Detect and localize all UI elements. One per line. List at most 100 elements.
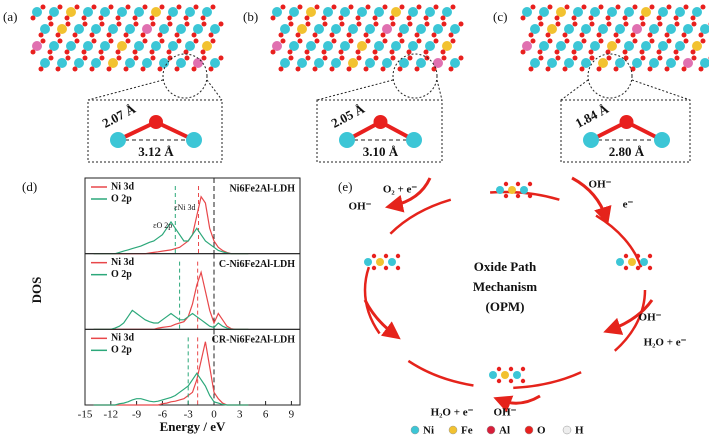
atom bbox=[619, 115, 634, 129]
atom bbox=[82, 55, 88, 61]
atom bbox=[288, 21, 294, 27]
atom bbox=[168, 7, 178, 17]
atom bbox=[166, 49, 172, 55]
atom bbox=[305, 21, 311, 27]
zoom-line bbox=[316, 79, 394, 101]
atom bbox=[616, 258, 624, 266]
subplot-title: Ni6Fe2Al-LDH bbox=[229, 183, 295, 194]
atom bbox=[450, 58, 460, 68]
arrow bbox=[603, 299, 654, 335]
atom bbox=[530, 58, 540, 68]
atom bbox=[331, 24, 341, 34]
atom bbox=[530, 4, 536, 10]
panel-label: (c) bbox=[493, 9, 507, 24]
atom bbox=[123, 32, 129, 38]
atom bbox=[82, 21, 88, 27]
atom bbox=[322, 55, 328, 61]
zoom-circle bbox=[587, 53, 633, 99]
atom bbox=[623, 253, 629, 259]
atom bbox=[416, 38, 422, 44]
zoom-line bbox=[87, 79, 164, 101]
x-axis-label: Energy / eV bbox=[160, 419, 226, 434]
atom bbox=[698, 32, 704, 38]
atom bbox=[547, 4, 553, 10]
atom bbox=[116, 21, 122, 27]
atom bbox=[520, 15, 526, 21]
atom bbox=[174, 32, 180, 38]
atom bbox=[55, 32, 61, 38]
atom bbox=[442, 7, 452, 17]
atom bbox=[193, 24, 203, 34]
atom bbox=[159, 58, 169, 68]
atom bbox=[530, 38, 536, 44]
atom bbox=[140, 32, 146, 38]
atom bbox=[656, 15, 662, 21]
atom bbox=[508, 186, 516, 194]
atom bbox=[218, 21, 224, 27]
atom bbox=[383, 265, 389, 271]
arrow bbox=[363, 299, 401, 340]
atom bbox=[66, 41, 76, 51]
atom bbox=[666, 38, 672, 44]
atom bbox=[32, 7, 42, 17]
atom bbox=[314, 38, 320, 44]
atom bbox=[607, 41, 617, 51]
arrow bbox=[493, 394, 541, 413]
atom bbox=[183, 49, 189, 55]
atom bbox=[65, 21, 71, 27]
subplot-frame bbox=[84, 328, 301, 406]
x-tick-label: -9 bbox=[132, 409, 142, 421]
atom bbox=[200, 15, 206, 21]
atom bbox=[406, 15, 412, 21]
atom bbox=[700, 24, 709, 34]
atom bbox=[590, 7, 600, 17]
atom bbox=[297, 58, 307, 68]
dos-line bbox=[93, 270, 249, 330]
arrow bbox=[571, 176, 612, 225]
atom bbox=[562, 66, 568, 72]
atom bbox=[579, 66, 585, 72]
atom bbox=[423, 15, 429, 21]
atom bbox=[89, 32, 95, 38]
atom bbox=[210, 24, 220, 34]
atom bbox=[520, 378, 526, 384]
atom bbox=[329, 66, 335, 72]
atom bbox=[564, 58, 574, 68]
atom bbox=[416, 58, 426, 68]
atom bbox=[289, 41, 299, 51]
atom bbox=[407, 55, 413, 61]
atom bbox=[176, 4, 182, 10]
atom bbox=[98, 49, 104, 55]
atom bbox=[424, 21, 430, 27]
atom bbox=[681, 32, 687, 38]
atom bbox=[185, 41, 195, 51]
atom bbox=[391, 41, 401, 51]
atom bbox=[48, 21, 54, 27]
atom bbox=[150, 21, 156, 27]
atom bbox=[132, 15, 138, 21]
atom bbox=[632, 38, 638, 44]
atom bbox=[414, 32, 420, 38]
atom bbox=[176, 24, 186, 34]
atom bbox=[598, 38, 604, 44]
atom bbox=[365, 58, 375, 68]
x-tick-label: -12 bbox=[103, 409, 118, 421]
atom bbox=[496, 366, 502, 372]
atom bbox=[501, 371, 509, 379]
atom bbox=[632, 58, 642, 68]
atom bbox=[632, 24, 642, 34]
atom bbox=[91, 4, 97, 10]
panel-label: (a) bbox=[3, 9, 17, 24]
atom bbox=[658, 41, 668, 51]
zoom-line bbox=[206, 79, 223, 101]
atom bbox=[278, 66, 284, 72]
atom bbox=[142, 4, 148, 10]
atom bbox=[564, 24, 574, 34]
atom bbox=[698, 66, 704, 72]
atom bbox=[314, 4, 320, 10]
atom bbox=[522, 7, 532, 17]
atom bbox=[640, 55, 646, 61]
atom bbox=[382, 58, 392, 68]
atom bbox=[547, 58, 557, 68]
atom bbox=[191, 66, 197, 72]
